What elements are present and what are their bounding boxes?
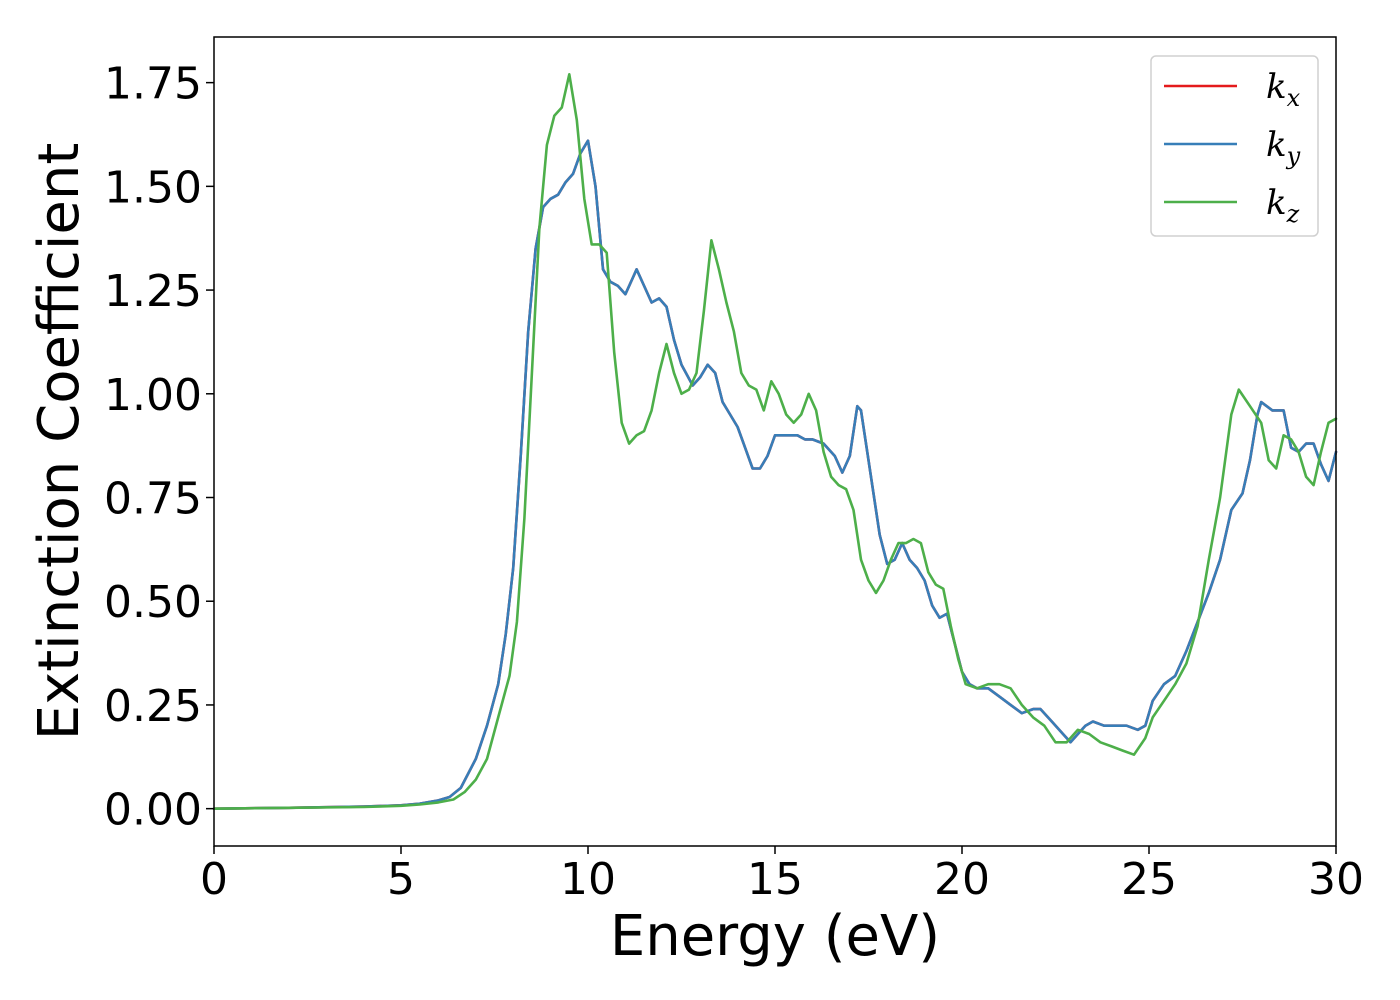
series-line-ky <box>212 139 1338 810</box>
series-line-kz <box>212 73 1338 810</box>
y-tick-label: 1.25 <box>104 266 202 317</box>
legend-box <box>1150 55 1319 237</box>
x-axis-title: Energy (eV) <box>610 904 940 969</box>
x-tick-label: 25 <box>1121 854 1177 905</box>
x-tick-label: 30 <box>1308 854 1364 905</box>
legend-label-kx: kx <box>1266 67 1301 112</box>
series-layer <box>212 73 1338 810</box>
y-tick-label: 0.75 <box>104 474 202 525</box>
y-tick-label: 0.25 <box>104 681 202 732</box>
x-tick-label: 15 <box>747 854 803 905</box>
legend: kx ky kz <box>1150 55 1319 237</box>
x-tick-label: 5 <box>387 854 415 905</box>
legend-label-kz: kz <box>1266 183 1300 228</box>
y-tick-label: 1.50 <box>104 162 202 213</box>
x-tick-label: 10 <box>560 854 616 905</box>
x-tick-label: 0 <box>200 854 228 905</box>
y-tick-label: 0.50 <box>104 577 202 628</box>
x-axis: 0 5 10 15 20 25 30 <box>200 846 1364 905</box>
x-tick-label: 20 <box>934 854 990 905</box>
y-tick-label: 0.00 <box>104 785 202 836</box>
y-tick-label: 1.00 <box>104 370 202 421</box>
y-axis: 0.00 0.25 0.50 0.75 1.00 1.25 1.50 1.75 <box>104 59 214 836</box>
legend-label-ky: ky <box>1266 125 1301 170</box>
y-axis-title: Extinction Coefficient <box>27 143 92 741</box>
y-tick-label: 1.75 <box>104 59 202 110</box>
